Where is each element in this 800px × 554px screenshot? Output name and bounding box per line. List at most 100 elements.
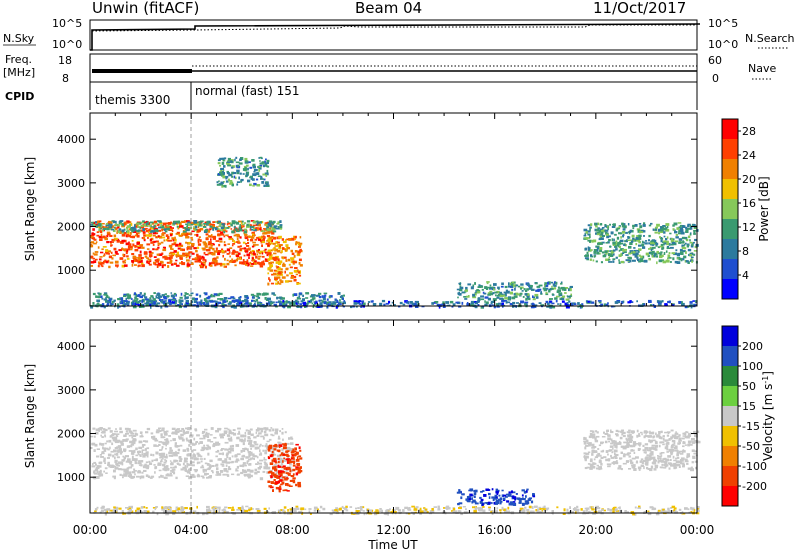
data-cell: [495, 488, 498, 491]
data-cell: [126, 255, 129, 258]
data-cell: [279, 485, 281, 489]
data-cell: [183, 432, 186, 435]
data-cell: [151, 230, 155, 233]
data-cell: [279, 220, 282, 223]
data-cell: [244, 222, 247, 224]
data-cell: [191, 252, 195, 255]
data-cell: [275, 241, 278, 244]
data-cell: [144, 440, 149, 443]
data-cell: [614, 445, 617, 448]
data-cell: [188, 471, 191, 475]
data-cell: [632, 513, 635, 516]
data-cell: [218, 507, 221, 511]
data-cell: [194, 300, 198, 303]
data-cell: [489, 287, 492, 290]
data-cell: [272, 230, 277, 233]
data-cell: [468, 498, 472, 500]
data-cell: [608, 256, 610, 259]
data-cell: [218, 301, 222, 304]
data-cell: [298, 243, 302, 247]
data-cell: [259, 459, 263, 462]
data-cell: [257, 175, 261, 177]
data-cell: [215, 259, 218, 263]
data-cell: [689, 224, 692, 228]
data-cell: [207, 452, 210, 456]
data-cell: [239, 158, 242, 161]
data-cell: [616, 301, 621, 304]
data-cell: [227, 468, 232, 471]
data-cell: [218, 237, 223, 241]
data-cell: [287, 472, 291, 476]
data-cell: [598, 227, 600, 230]
data-cell: [208, 262, 213, 265]
data-cell: [481, 288, 484, 291]
data-cell: [163, 468, 166, 471]
data-cell: [264, 433, 269, 437]
data-cell: [501, 494, 504, 497]
data-cell: [132, 305, 137, 309]
data-cell: [276, 250, 281, 253]
data-cell: [206, 223, 209, 226]
data-cell: [156, 265, 159, 268]
data-cell: [653, 243, 655, 245]
data-cell: [162, 454, 165, 458]
data-cell: [265, 464, 268, 467]
data-cell: [252, 251, 255, 254]
data-cell: [170, 439, 172, 442]
data-cell: [643, 466, 645, 470]
data-cell: [282, 241, 287, 244]
data-cell: [549, 305, 552, 309]
data-cell: [283, 459, 287, 462]
data-cell: [479, 285, 484, 288]
data-cell: [643, 222, 646, 225]
data-cell: [618, 259, 620, 262]
data-cell: [98, 430, 100, 432]
data-cell: [116, 456, 120, 459]
data-cell: [229, 180, 233, 182]
data-cell: [272, 248, 276, 251]
data-cell: [146, 454, 149, 458]
data-cell: [219, 229, 224, 231]
data-cell: [388, 300, 391, 304]
data-cell: [197, 243, 202, 246]
data-cell: [168, 455, 173, 457]
data-cell: [245, 262, 250, 264]
data-cell: [157, 295, 161, 297]
data-cell: [273, 252, 277, 255]
data-cell: [182, 227, 185, 229]
data-cell: [208, 246, 213, 250]
data-cell: [148, 254, 153, 257]
data-cell: [656, 261, 658, 265]
data-cell: [660, 430, 663, 434]
data-cell: [250, 263, 254, 265]
data-cell: [159, 295, 162, 298]
data-cell: [254, 302, 256, 306]
data-cell: [223, 157, 227, 160]
data-cell: [204, 292, 208, 296]
data-cell: [169, 239, 172, 242]
data-cell: [219, 222, 222, 226]
data-cell: [228, 438, 233, 442]
data-cell: [227, 225, 231, 228]
data-cell: [268, 277, 270, 280]
data-cell: [623, 225, 627, 229]
data-cell: [132, 226, 136, 230]
data-cell: [259, 262, 264, 266]
data-cell: [173, 292, 177, 296]
data-cell: [667, 432, 670, 434]
data-cell: [459, 286, 464, 290]
data-cell: [239, 224, 241, 227]
data-cell: [226, 223, 229, 226]
data-cell: [214, 227, 218, 231]
data-cell: [238, 162, 243, 165]
data-cell: [143, 440, 146, 442]
data-cell: [149, 230, 152, 233]
data-cell: [147, 221, 149, 225]
data-cell: [160, 436, 165, 439]
data-cell: [672, 443, 675, 446]
data-cell: [511, 288, 514, 291]
data-cell: [200, 299, 203, 302]
data-cell: [608, 258, 611, 261]
data-cell: [285, 483, 289, 485]
data-cell: [176, 225, 179, 228]
